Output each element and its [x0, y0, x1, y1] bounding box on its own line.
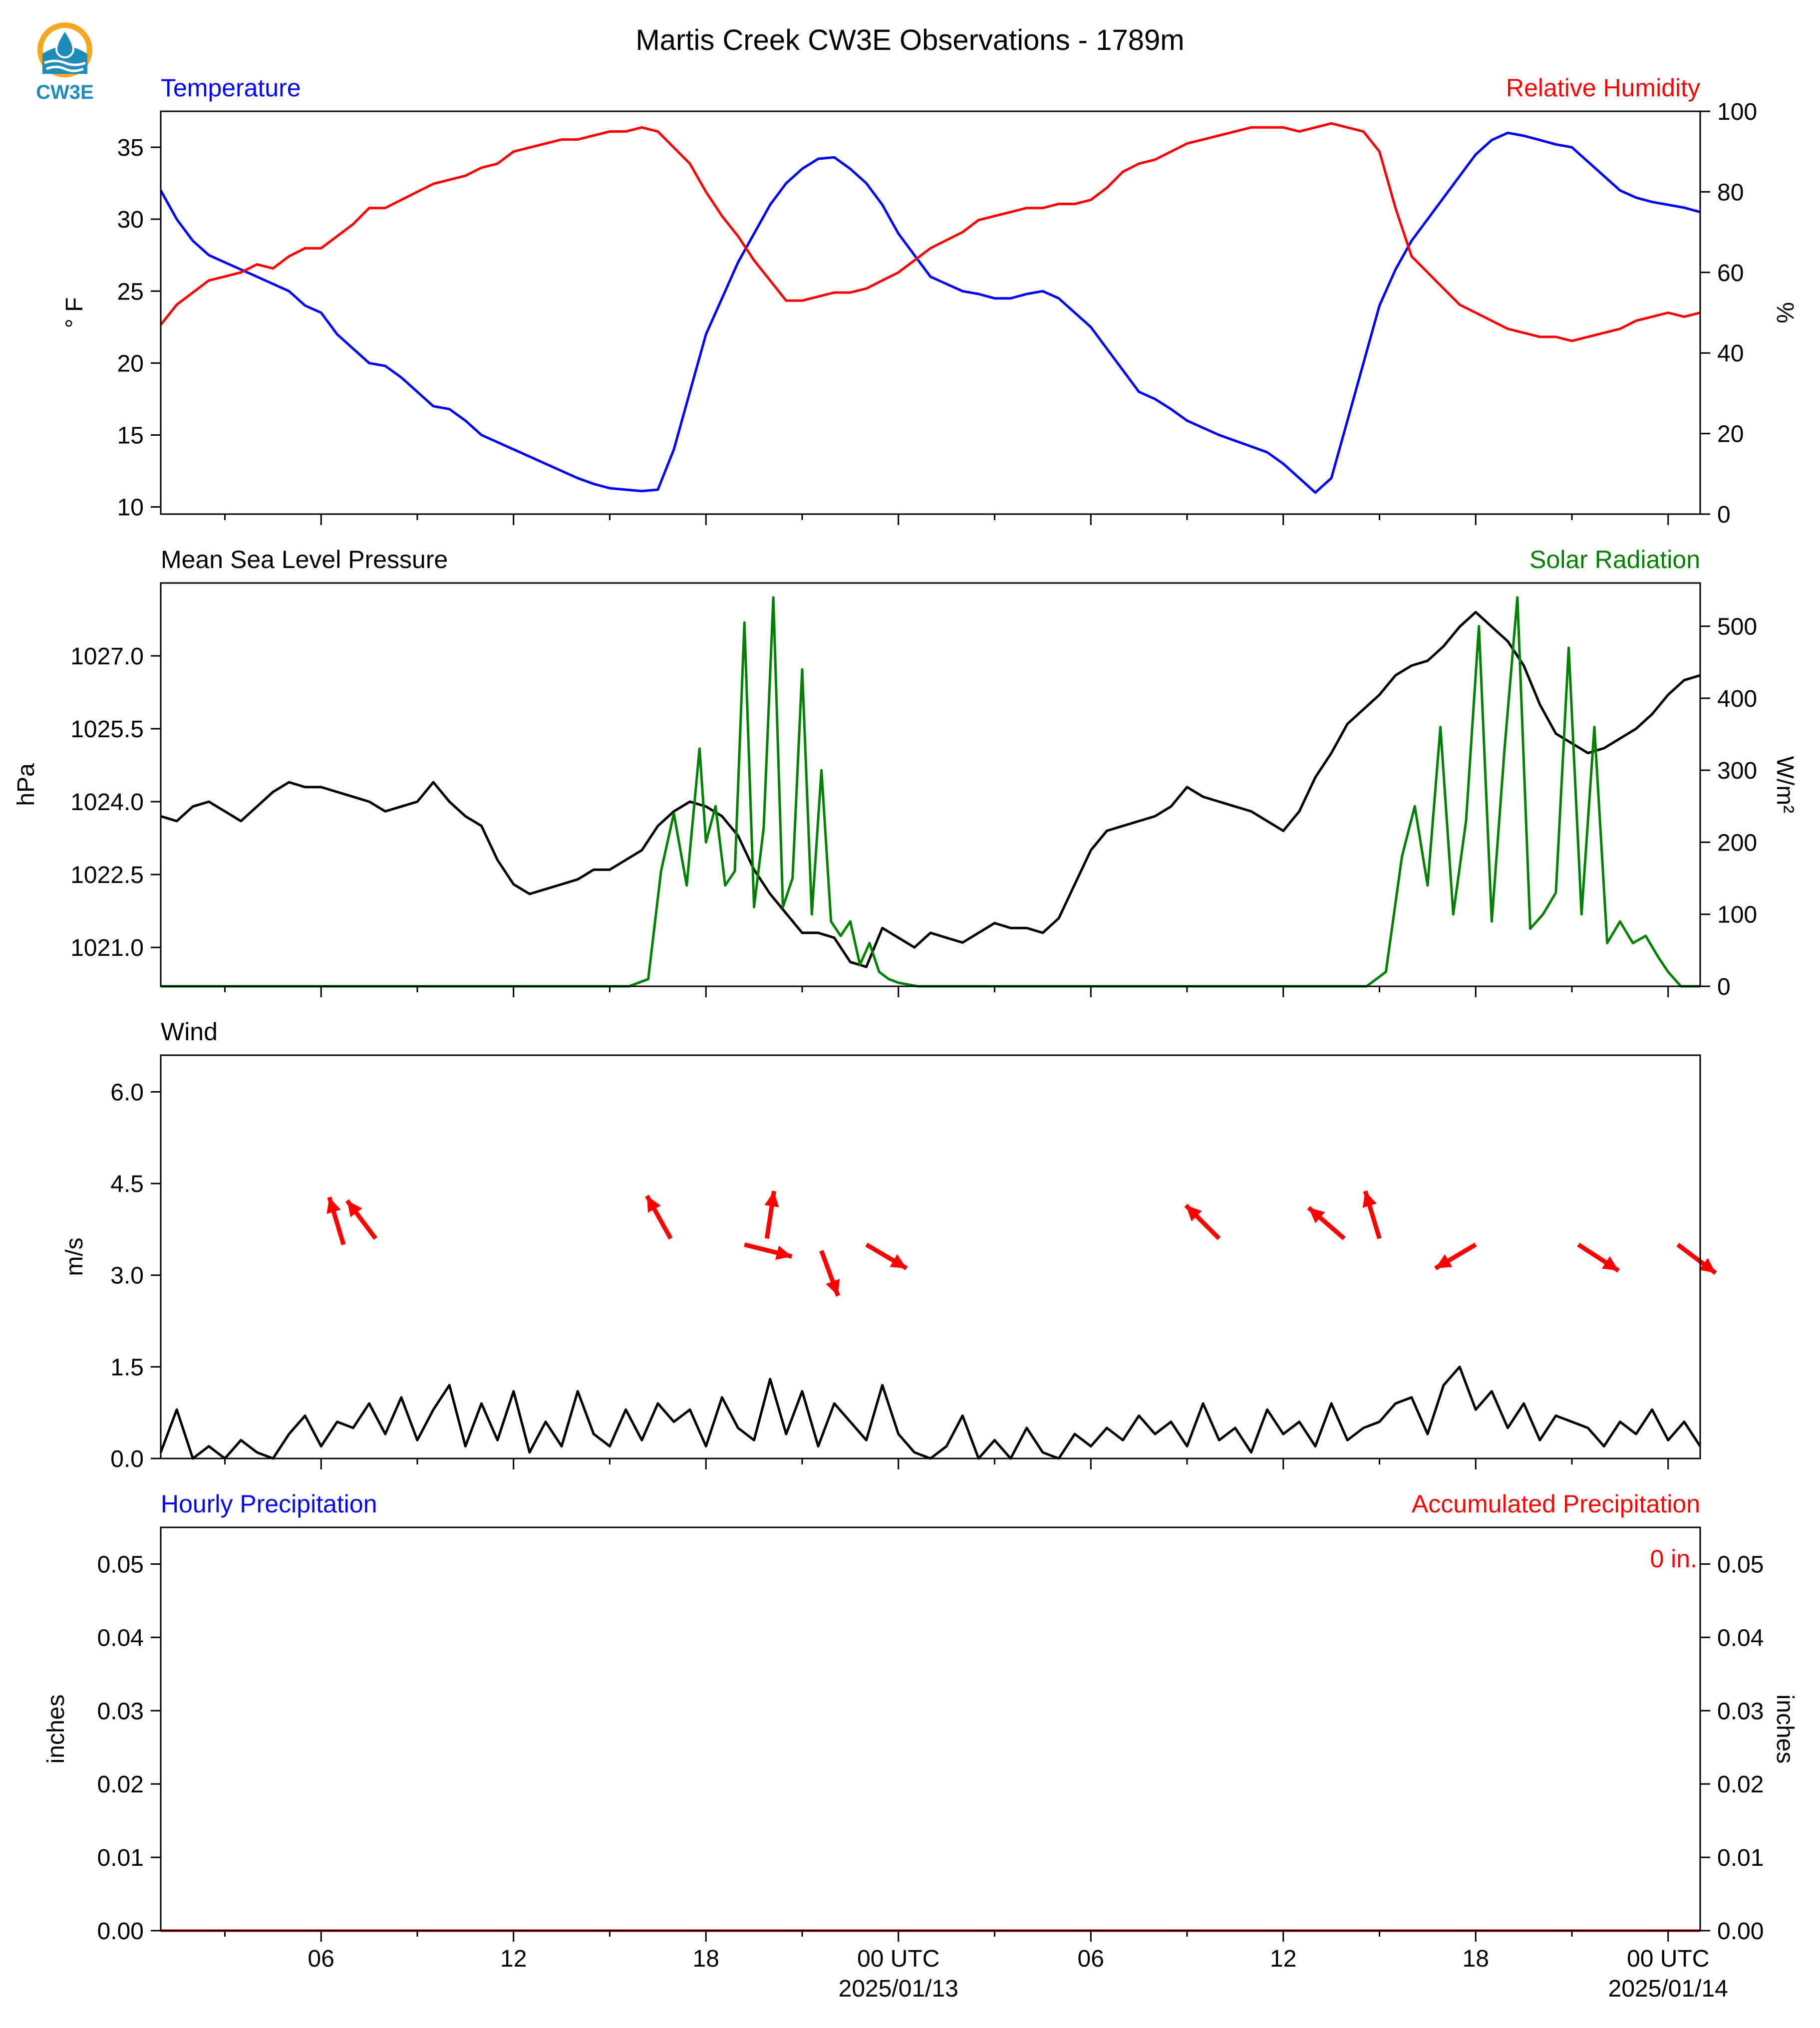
panel-left-title: Mean Sea Level Pressure — [161, 546, 448, 574]
panel-frame — [160, 1526, 1701, 1932]
y-axis-label-right: W/m² — [1772, 756, 1798, 814]
y-tick-label-left: 0.01 — [97, 1845, 144, 1871]
wind-arrow-head — [890, 1254, 907, 1269]
wind-arrow-head — [1435, 1254, 1453, 1269]
series-line — [159, 131, 1701, 494]
y-axis-label-right: % — [1772, 302, 1798, 323]
panel-left-title: Hourly Precipitation — [161, 1490, 377, 1518]
y-tick-label-left: 0.00 — [97, 1918, 144, 1945]
panel-left-title: Wind — [161, 1018, 218, 1046]
logo-text: CW3E — [36, 81, 94, 103]
y-tick-label-left: 4.5 — [110, 1171, 144, 1197]
y-axis-label-left: ° F — [61, 297, 88, 328]
wind-arrow-head — [326, 1197, 341, 1214]
panel-left-title: Temperature — [161, 74, 301, 102]
wind-arrow-head — [1699, 1258, 1716, 1273]
accumulated-total-label: 0 in. — [1650, 1545, 1697, 1573]
x-date-label: 2025/01/14 — [1608, 1976, 1728, 2002]
wind-arrow-head — [1186, 1205, 1202, 1221]
wind-arrow-head — [347, 1200, 362, 1217]
panel-right-title: Relative Humidity — [1506, 74, 1700, 102]
wind-arrow-head — [826, 1279, 840, 1296]
y-tick-label-left: 1024.0 — [70, 789, 144, 816]
panel-frame — [160, 582, 1701, 987]
wind-arrow-head — [1308, 1207, 1325, 1223]
y-tick-label-left: 6.0 — [110, 1079, 144, 1106]
y-tick-label-right: 0 — [1717, 502, 1731, 528]
y-tick-label-left: 20 — [117, 350, 144, 377]
x-tick-label: 06 — [1078, 1946, 1104, 1972]
y-tick-label-left: 1022.5 — [70, 862, 144, 888]
y-axis-label-left: hPa — [13, 763, 39, 806]
x-date-label: 2025/01/13 — [839, 1976, 958, 2002]
y-tick-label-left: 10 — [117, 495, 144, 521]
y-tick-label-right: 60 — [1717, 260, 1744, 287]
series-line — [159, 1365, 1702, 1460]
y-tick-label-right: 0.02 — [1717, 1771, 1764, 1798]
y-tick-label-left: 0.0 — [110, 1446, 144, 1472]
y-tick-label-right: 100 — [1717, 902, 1757, 928]
cw3e-logo: CW3E — [27, 19, 102, 104]
y-tick-label-left: 1027.0 — [70, 643, 144, 670]
y-tick-label-right: 200 — [1717, 830, 1757, 856]
y-axis-label-right: inches — [1772, 1695, 1798, 1764]
y-tick-label-left: 25 — [117, 279, 144, 305]
x-tick-label: 00 UTC — [857, 1946, 939, 1972]
y-tick-label-left: 3.0 — [110, 1263, 144, 1289]
panel-frame — [160, 1054, 1701, 1459]
y-axis-label-left: m/s — [61, 1237, 88, 1276]
y-tick-label-right: 80 — [1717, 179, 1744, 206]
y-tick-label-left: 0.04 — [97, 1625, 144, 1651]
x-tick-label: 12 — [500, 1946, 527, 1972]
y-tick-label-left: 30 — [117, 207, 144, 233]
wind-arrow-head — [647, 1195, 661, 1213]
y-tick-label-right: 100 — [1717, 99, 1757, 125]
y-tick-label-left: 0.02 — [97, 1771, 144, 1798]
x-tick-label: 06 — [308, 1946, 334, 1972]
x-tick-label: 18 — [693, 1946, 719, 1972]
wind-arrow-head — [775, 1245, 792, 1260]
y-tick-label-left: 15 — [117, 422, 144, 449]
panel-right-title: Accumulated Precipitation — [1412, 1490, 1700, 1518]
y-tick-label-right: 300 — [1717, 758, 1757, 784]
y-tick-label-right: 0.05 — [1717, 1551, 1764, 1578]
y-axis-label-left: inches — [43, 1695, 69, 1764]
panel-frame — [160, 110, 1701, 515]
y-tick-label-right: 400 — [1717, 686, 1757, 712]
y-tick-label-right: 40 — [1717, 340, 1744, 367]
y-tick-label-right: 0.04 — [1717, 1625, 1764, 1651]
y-tick-label-right: 0 — [1717, 974, 1731, 1000]
series-line — [160, 610, 1701, 968]
y-tick-label-left: 1021.0 — [70, 935, 144, 961]
y-tick-label-left: 35 — [117, 135, 144, 161]
y-tick-label-left: 0.03 — [97, 1698, 144, 1725]
figure-title: Martis Creek CW3E Observations - 1789m — [635, 24, 1184, 56]
y-tick-label-right: 20 — [1717, 421, 1744, 448]
series-line — [161, 596, 1700, 988]
panel-right-title: Solar Radiation — [1529, 546, 1700, 574]
y-tick-label-left: 0.05 — [97, 1551, 144, 1578]
y-tick-label-left: 1025.5 — [70, 716, 144, 743]
x-tick-label: 00 UTC — [1627, 1946, 1709, 1972]
wind-arrow-head — [1362, 1191, 1377, 1208]
water-drop-sun-logo-icon — [37, 22, 92, 77]
y-tick-label-right: 500 — [1717, 614, 1757, 640]
y-tick-label-right: 0.01 — [1717, 1845, 1764, 1871]
y-tick-label-left: 1.5 — [110, 1354, 144, 1381]
x-tick-label: 18 — [1463, 1946, 1489, 1972]
y-tick-label-right: 0.00 — [1717, 1918, 1764, 1945]
wind-arrow-head — [764, 1191, 779, 1207]
series-line — [160, 122, 1701, 342]
wind-arrow-head — [1601, 1256, 1619, 1271]
y-tick-label-right: 0.03 — [1717, 1698, 1764, 1725]
x-tick-label: 12 — [1270, 1946, 1296, 1972]
